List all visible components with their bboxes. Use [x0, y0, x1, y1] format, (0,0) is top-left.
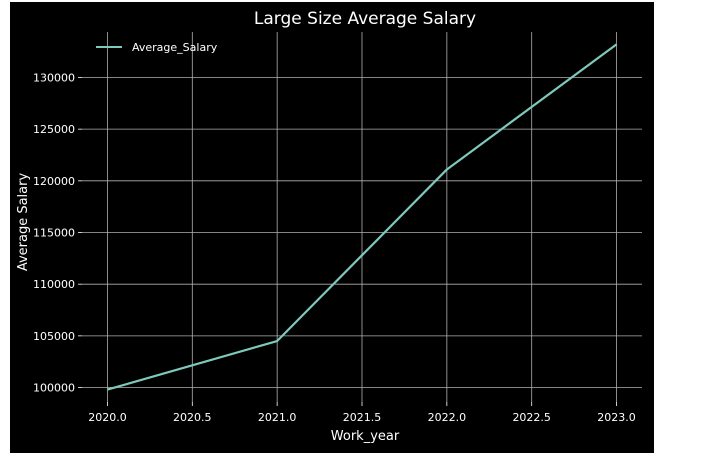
y-tick-label: 115000: [33, 227, 75, 240]
x-tick-label: 2020.0: [88, 411, 127, 424]
legend: Average_Salary: [96, 41, 218, 54]
y-tick-label: 105000: [33, 330, 75, 343]
chart-title: Large Size Average Salary: [254, 9, 476, 29]
axis-ticks: 2020.0 2020.5 2021.0 2021.5 2022.0 2022.5 2023…: [33, 71, 636, 424]
y-tick-label: 130000: [33, 71, 75, 84]
y-tick-label: 125000: [33, 123, 75, 136]
x-tick-label: 2021.0: [258, 411, 297, 424]
x-tick-label: 2021.5: [343, 411, 382, 424]
x-tick-label: 2022.5: [512, 411, 551, 424]
y-tick-label: 100000: [33, 382, 75, 395]
legend-label: Average_Salary: [132, 41, 218, 54]
y-tick-label: 110000: [33, 278, 75, 291]
x-axis-label: Work_year: [331, 429, 400, 444]
y-tick-label: 120000: [33, 175, 75, 188]
x-tick-label: 2023.0: [597, 411, 636, 424]
x-tick-label: 2020.5: [173, 411, 212, 424]
y-axis-label: Average Salary: [16, 173, 31, 272]
x-tick-label: 2022.0: [428, 411, 467, 424]
